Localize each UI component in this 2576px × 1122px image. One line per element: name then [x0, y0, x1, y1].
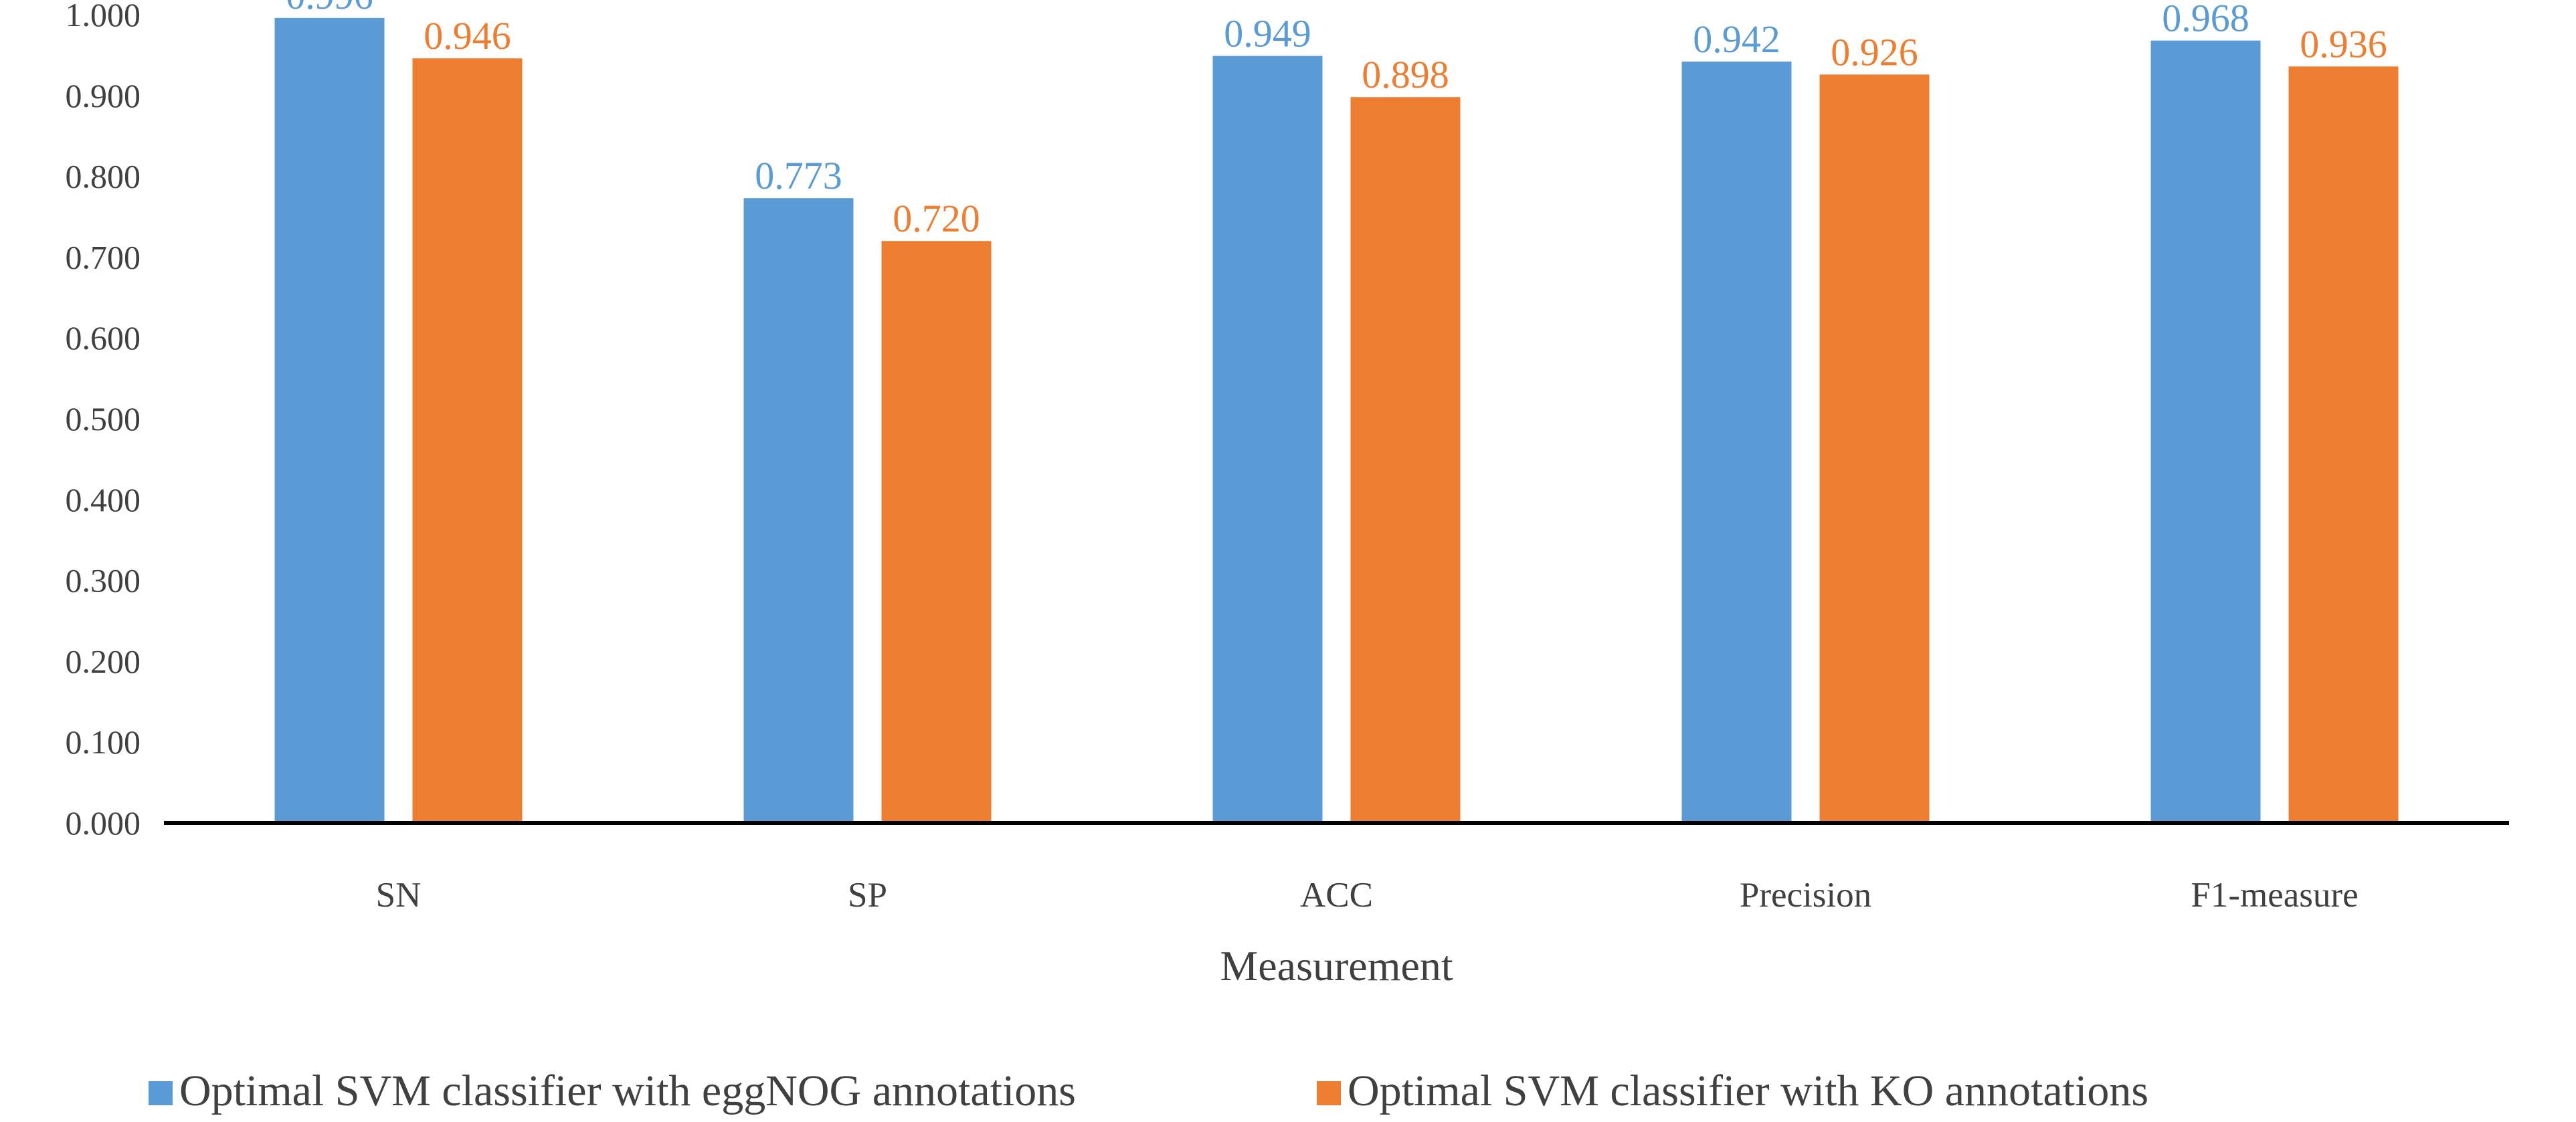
legend-swatch — [1317, 1081, 1341, 1105]
bar-sp-series-1 — [743, 198, 854, 823]
y-tick-label: 0.900 — [66, 77, 141, 114]
data-label: 0.968 — [2162, 0, 2249, 40]
bar-f1-measure-series-1 — [2150, 40, 2261, 823]
legend-swatch — [149, 1081, 173, 1105]
y-tick-label: 0.100 — [66, 723, 141, 761]
y-tick-label: 0.800 — [66, 158, 141, 195]
bar-sn-series-2 — [412, 58, 523, 823]
bar-sn-series-1 — [274, 17, 385, 823]
data-label: 0.720 — [893, 197, 980, 240]
x-tick-label: SP — [848, 876, 887, 915]
x-tick-label: SN — [376, 876, 422, 915]
data-label: 0.996 — [286, 0, 373, 17]
legend-label: Optimal SVM classifier with KO annotatio… — [1348, 1066, 2148, 1115]
y-tick-label: 1.000 — [66, 0, 141, 33]
y-tick-label: 0.700 — [66, 238, 141, 276]
bar-precision-series-2 — [1819, 74, 1930, 824]
data-label: 0.942 — [1693, 17, 1780, 61]
bar-precision-series-1 — [1681, 62, 1792, 824]
y-tick-label: 0.000 — [66, 804, 141, 842]
data-label: 0.949 — [1224, 12, 1311, 56]
data-labels: 0.996 0.946 0.773 0.720 0.949 0.898 0.942 0.926… — [286, 0, 2387, 240]
legend-label: Optimal SVM classifier with eggNOG annot… — [179, 1066, 1076, 1115]
y-tick-label: 0.400 — [66, 481, 141, 519]
x-axis-categories: SN SP ACC Precision F1-measure — [376, 876, 2359, 915]
data-label: 0.926 — [1831, 30, 1918, 74]
x-tick-label: F1-measure — [2191, 876, 2358, 915]
bar-f1-measure-series-2 — [2288, 66, 2399, 823]
bar-acc-series-1 — [1212, 56, 1323, 823]
bar-acc-series-2 — [1350, 97, 1461, 823]
x-tick-label: Precision — [1740, 876, 1871, 915]
y-tick-label: 0.300 — [66, 562, 141, 599]
data-label: 0.898 — [1362, 53, 1449, 96]
bar-sp-series-2 — [881, 241, 992, 823]
bars — [274, 17, 2399, 824]
y-tick-label: 0.500 — [66, 400, 141, 438]
data-label: 0.936 — [2300, 22, 2387, 66]
y-tick-label: 0.600 — [66, 319, 141, 357]
data-label: 0.946 — [424, 14, 511, 58]
y-tick-label: 0.200 — [66, 642, 141, 680]
x-axis-title: Measurement — [1220, 942, 1453, 990]
data-label: 0.773 — [755, 154, 842, 197]
y-axis-ticks: 0.000 0.100 0.200 0.300 0.400 0.500 0.600 0.700… — [66, 0, 141, 842]
legend: Optimal SVM classifier with eggNOG annot… — [149, 1066, 2148, 1115]
x-tick-label: ACC — [1300, 876, 1373, 915]
